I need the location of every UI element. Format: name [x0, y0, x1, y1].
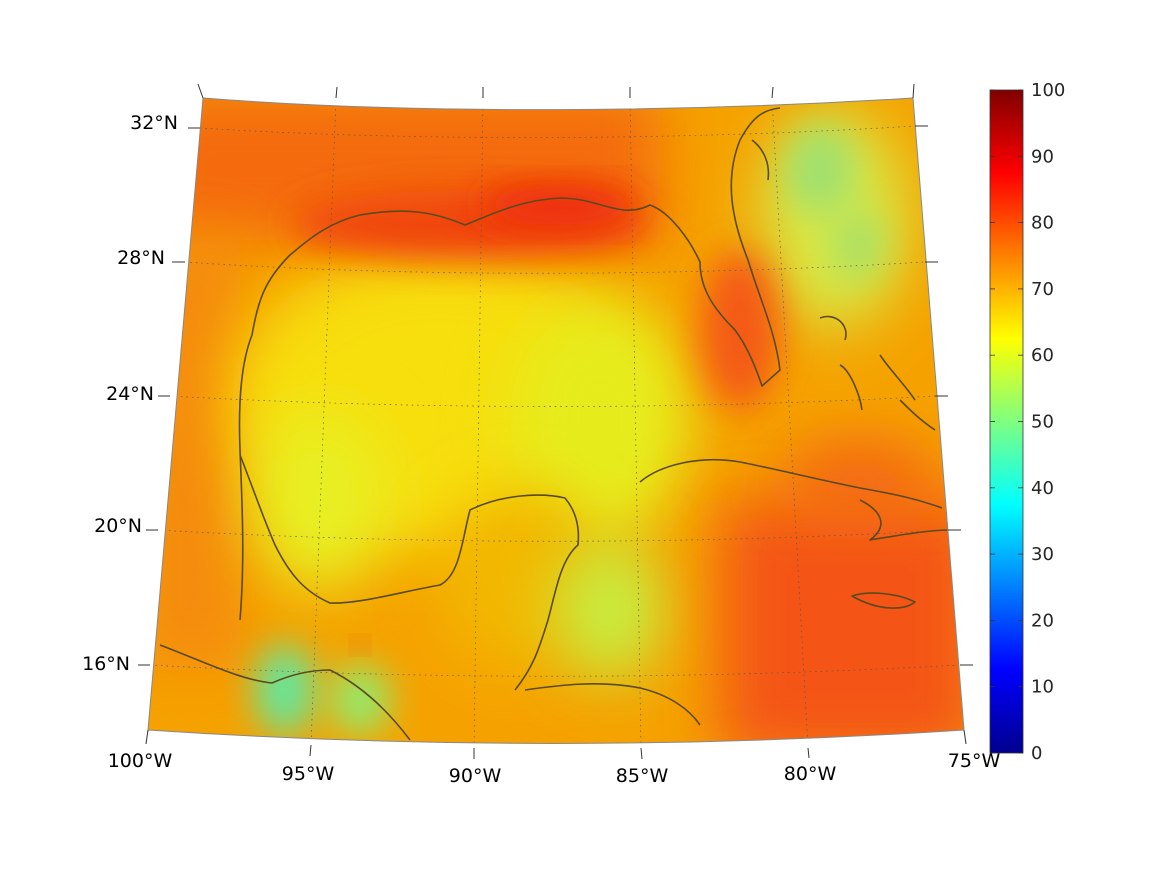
colorbar-gradient	[989, 89, 1024, 754]
lat-tick-20n: 20°N	[94, 515, 142, 537]
lat-tick-16n: 16°N	[82, 653, 130, 675]
colorbar-label: 30	[1031, 544, 1054, 565]
lat-tick-labels: 32°N 28°N 24°N 20°N 16°N	[82, 112, 178, 675]
colorbar-label: 100	[1031, 80, 1065, 101]
lon-tick-95w: 95°W	[282, 763, 335, 785]
colorbar-label: 70	[1031, 279, 1054, 300]
colorbar-label: 0	[1031, 743, 1042, 764]
colorbar-label: 50	[1031, 412, 1054, 433]
colorbar-label: 60	[1031, 345, 1054, 366]
lon-tick-labels: 100°W 95°W 90°W 85°W 80°W 75°W	[108, 750, 1001, 787]
colorbar: 0 10 20 30 40 50 60 70 80 90 100	[989, 80, 1065, 764]
map-frame	[147, 97, 965, 744]
colorbar-label: 90	[1031, 146, 1054, 167]
frame-ticks	[138, 83, 973, 760]
lon-tick-100w: 100°W	[108, 750, 173, 772]
colorbar-label: 10	[1031, 677, 1054, 698]
lon-tick-80w: 80°W	[784, 763, 837, 785]
lat-tick-32n: 32°N	[130, 112, 178, 134]
colorbar-label: 80	[1031, 213, 1054, 234]
colorbar-ticks: 0 10 20 30 40 50 60 70 80 90 100	[990, 80, 1065, 764]
lon-tick-85w: 85°W	[616, 765, 669, 787]
colorbar-label: 40	[1031, 478, 1054, 499]
lat-tick-24n: 24°N	[106, 383, 154, 405]
colorbar-label: 20	[1031, 610, 1054, 631]
lon-tick-90w: 90°W	[449, 765, 502, 787]
graticule	[149, 98, 961, 744]
lon-tick-75w: 75°W	[948, 750, 1001, 772]
coastlines	[159, 107, 949, 741]
lat-tick-28n: 28°N	[117, 247, 165, 269]
heatmap-field	[148, 98, 964, 744]
